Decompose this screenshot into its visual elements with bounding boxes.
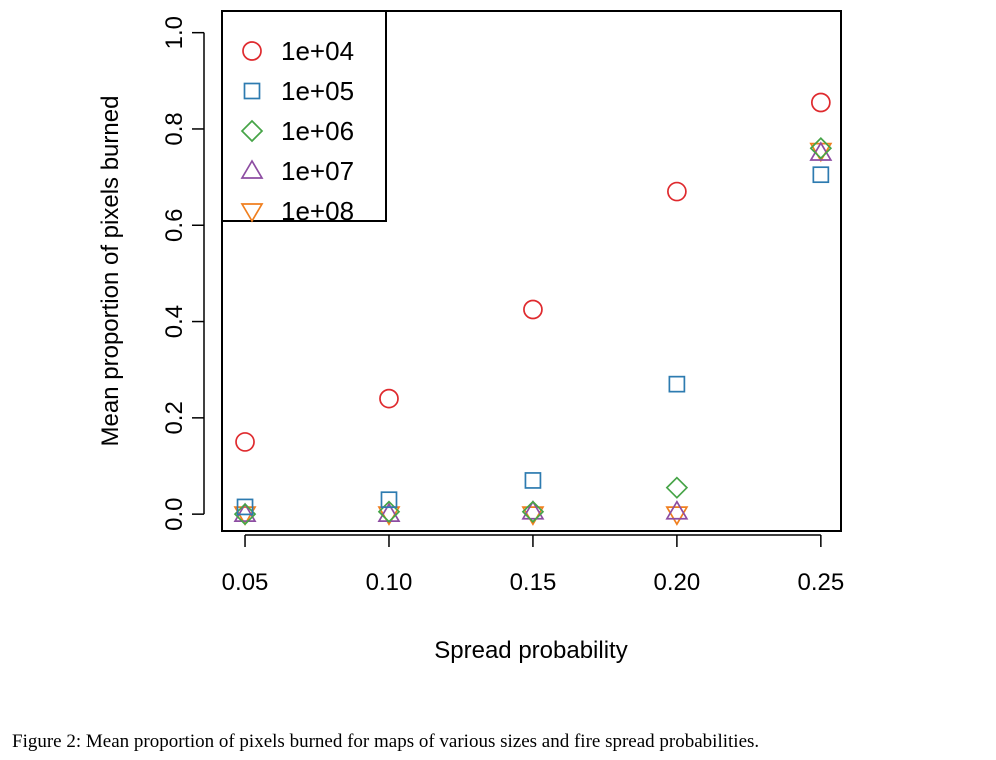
y-tick-label: 0.0	[161, 497, 188, 530]
legend-marker-diamond	[240, 119, 264, 143]
y-tick-label: 0.4	[161, 305, 188, 338]
legend-marker-square	[243, 82, 261, 100]
legend-marker-circle	[242, 41, 262, 61]
y-tick-label: 0.2	[161, 401, 188, 434]
x-tick-label: 0.10	[366, 569, 413, 596]
data-point-square	[812, 166, 830, 184]
y-axis: 0.0 0.2 0.4 0.6 0.8 1.0	[161, 16, 205, 531]
data-point-circle	[523, 299, 543, 320]
data-point-square	[380, 491, 398, 509]
x-tick-label: 0.05	[222, 569, 269, 596]
data-point-square	[524, 472, 542, 489]
data-point-diamond	[377, 500, 401, 523]
y-axis-label: Mean proportion of pixels burned	[97, 96, 124, 447]
data-point-circle	[810, 92, 831, 113]
legend-label: 1e+05	[281, 76, 354, 106]
data-point-square	[236, 498, 254, 516]
data-point-circle	[235, 432, 255, 452]
legend-label: 1e+04	[281, 36, 354, 66]
x-tick-label: 0.15	[510, 569, 557, 596]
data-point-triangle-up	[809, 141, 833, 161]
legend: 1e+04 1e+05 1e+06 1e+07 1e+08	[221, 10, 387, 226]
legend-marker-triangle-up	[240, 159, 264, 179]
x-tick-label: 0.25	[797, 569, 844, 596]
scatter-chart: 0.05 0.10 0.15 0.20 0.25 0.00.20.40.60.81.0 …	[97, 10, 844, 664]
data-point-square	[668, 375, 686, 393]
data-point-circle	[667, 181, 687, 202]
y-tick-label: 0.6	[161, 209, 188, 242]
data-point-triangle-down	[233, 506, 257, 526]
data-point-triangle-up	[521, 500, 545, 520]
data-point-diamond	[809, 137, 833, 160]
data-point-diamond	[665, 476, 689, 499]
x-axis: 0.05 0.10 0.15 0.20 0.25	[222, 534, 844, 596]
data-point-triangle-down	[665, 506, 689, 526]
data-point-circle	[379, 388, 399, 409]
x-axis-label: Spread probability	[434, 637, 627, 664]
plot-frame	[221, 10, 842, 532]
y-tick-label: 1.0	[161, 16, 188, 49]
data-point-diamond	[521, 500, 545, 523]
legend-marker-triangle-down	[240, 203, 264, 223]
legend-label: 1e+07	[281, 156, 354, 186]
y-tick-label: 0.8	[161, 112, 188, 145]
legend-label: 1e+08	[281, 196, 354, 226]
x-tick-label: 0.20	[654, 569, 701, 596]
data-point-triangle-up	[233, 502, 257, 522]
data-point-triangle-up	[665, 500, 689, 520]
legend-box	[221, 10, 387, 222]
legend-label: 1e+06	[281, 116, 354, 146]
figure-caption: Figure 2: Mean proportion of pixels burn…	[12, 731, 760, 752]
data-points	[233, 92, 833, 526]
